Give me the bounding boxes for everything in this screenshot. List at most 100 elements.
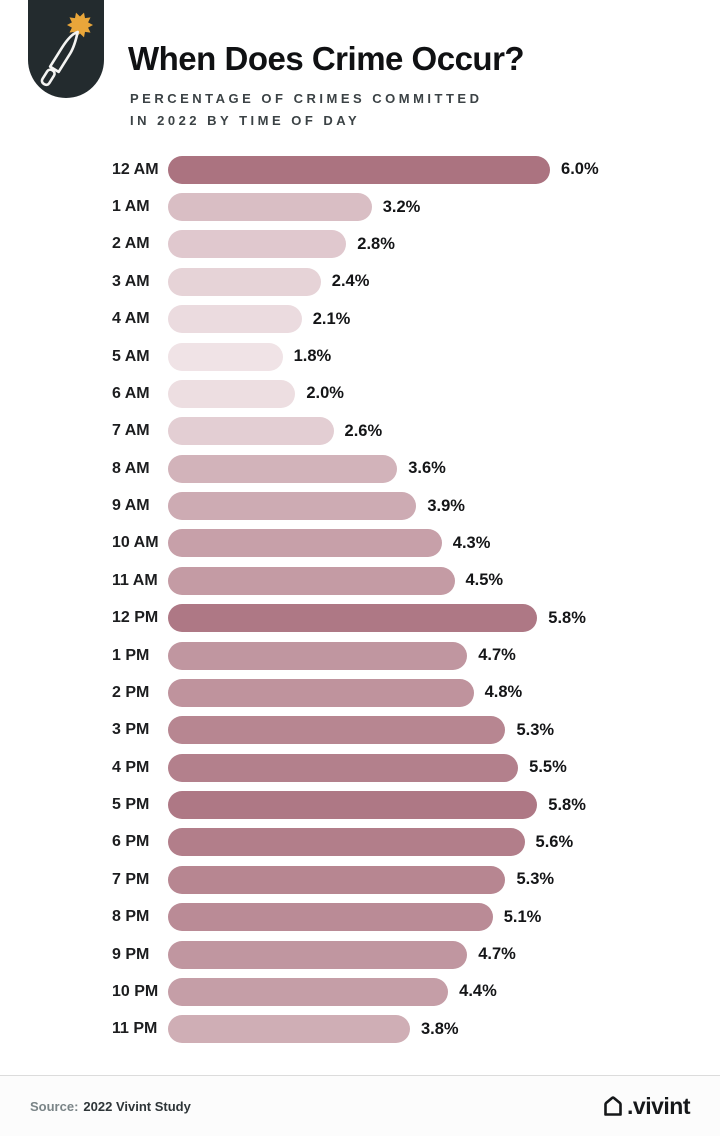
chart-row: 1 PM 4.7% bbox=[112, 637, 720, 674]
time-label: 3 PM bbox=[112, 721, 150, 739]
value-label: 5.6% bbox=[535, 832, 574, 851]
chart-row: 1 AM 3.2% bbox=[112, 188, 720, 225]
value-label: 5.1% bbox=[503, 907, 542, 926]
time-label: 4 PM bbox=[112, 758, 150, 776]
time-label: 3 AM bbox=[112, 272, 150, 290]
chart-row: 3 AM 2.4% bbox=[112, 263, 720, 300]
chart-row: 9 PM 4.7% bbox=[112, 936, 720, 973]
time-label: 9 AM bbox=[112, 497, 150, 515]
value-label: 3.8% bbox=[420, 1019, 459, 1038]
source-label: Source: bbox=[30, 1098, 79, 1114]
time-label: 4 AM bbox=[112, 310, 150, 328]
bar-7am bbox=[168, 417, 334, 446]
bar-11am bbox=[168, 566, 455, 595]
chart-row: 7 AM 2.6% bbox=[112, 413, 720, 450]
value-label: 3.6% bbox=[408, 459, 446, 478]
footer: Source: 2022 Vivint Study .vivint bbox=[0, 1075, 720, 1136]
bar-7pm bbox=[168, 865, 506, 894]
value-label: 2.4% bbox=[331, 272, 370, 291]
bar-11pm bbox=[168, 1015, 410, 1044]
time-label: 5 PM bbox=[112, 796, 150, 814]
chart-subtitle: PERCENTAGE OF CRIMES COMMITTED IN 2022 B… bbox=[130, 88, 482, 132]
knife-badge bbox=[28, 0, 104, 98]
page-title: When Does Crime Occur? bbox=[128, 40, 525, 77]
bar-1am bbox=[168, 193, 372, 222]
chart-row: 4 AM 2.1% bbox=[112, 301, 720, 338]
time-label: 1 PM bbox=[112, 646, 150, 664]
chart-row: 4 PM 5.5% bbox=[112, 749, 720, 786]
bar-6pm bbox=[168, 828, 525, 857]
chart-row: 11 AM 4.5% bbox=[112, 562, 720, 599]
bar-2pm bbox=[168, 678, 474, 707]
bar-9am bbox=[168, 492, 417, 521]
bar-3pm bbox=[168, 716, 506, 745]
chart-row: 8 AM 3.6% bbox=[112, 450, 720, 487]
bar-6am bbox=[168, 379, 296, 408]
time-label: 2 PM bbox=[112, 683, 150, 701]
value-label: 4.5% bbox=[465, 571, 504, 590]
bar-10am bbox=[168, 529, 442, 558]
subtitle-line-2: IN 2022 BY TIME OF DAY bbox=[130, 113, 361, 128]
time-label: 8 PM bbox=[112, 908, 150, 926]
value-label: 5.3% bbox=[516, 720, 555, 739]
brand-wordmark: .vivint bbox=[627, 1093, 690, 1119]
bar-9pm bbox=[168, 940, 468, 969]
value-label: 3.9% bbox=[427, 496, 465, 515]
hourly-crime-bar-chart: 12 AM 6.0% 1 AM 3.2% 2 AM 2.8% 3 AM 2.4% 4 AM 2.1… bbox=[112, 151, 720, 1048]
time-label: 10 PM bbox=[112, 982, 159, 1000]
time-label: 2 AM bbox=[112, 235, 150, 253]
bar-3am bbox=[168, 267, 321, 296]
value-label: 2.0% bbox=[306, 384, 344, 403]
chart-row: 12 PM 5.8% bbox=[112, 600, 720, 637]
chart-row: 10 AM 4.3% bbox=[112, 525, 720, 562]
bar-8am bbox=[168, 454, 398, 483]
house-icon bbox=[604, 1096, 622, 1116]
chart-row: 2 PM 4.8% bbox=[112, 674, 720, 711]
knife-icon bbox=[40, 12, 93, 87]
chart-row: 5 AM 1.8% bbox=[112, 338, 720, 375]
chart-row: 11 PM 3.8% bbox=[112, 1011, 720, 1048]
time-label: 5 AM bbox=[112, 347, 150, 365]
value-label: 6.0% bbox=[561, 160, 599, 179]
chart-row: 9 AM 3.9% bbox=[112, 487, 720, 524]
time-label: 12 AM bbox=[112, 160, 159, 178]
starburst-icon bbox=[67, 12, 93, 38]
time-label: 11 PM bbox=[112, 1020, 158, 1038]
bar-4pm bbox=[168, 753, 519, 782]
chart-row: 10 PM 4.4% bbox=[112, 973, 720, 1010]
value-label: 5.5% bbox=[529, 758, 567, 777]
chart-row: 12 AM 6.0% bbox=[112, 151, 720, 188]
value-label: 2.6% bbox=[344, 421, 383, 440]
value-label: 4.7% bbox=[478, 646, 516, 665]
bar-12am bbox=[168, 155, 551, 184]
vivint-logo: .vivint bbox=[601, 1094, 690, 1118]
chart-row: 6 AM 2.0% bbox=[112, 375, 720, 412]
source-text: 2022 Vivint Study bbox=[83, 1098, 191, 1114]
bar-1pm bbox=[168, 641, 468, 670]
bar-12pm bbox=[168, 604, 538, 633]
value-label: 4.4% bbox=[459, 982, 497, 1001]
value-label: 4.8% bbox=[484, 683, 523, 702]
bar-2am bbox=[168, 230, 347, 259]
time-label: 12 PM bbox=[112, 609, 159, 627]
time-label: 6 AM bbox=[112, 384, 150, 402]
time-label: 9 PM bbox=[112, 945, 150, 963]
value-label: 1.8% bbox=[293, 347, 332, 366]
time-label: 8 AM bbox=[112, 459, 150, 477]
subtitle-line-1: PERCENTAGE OF CRIMES COMMITTED bbox=[130, 91, 483, 106]
value-label: 5.8% bbox=[548, 795, 586, 814]
chart-row: 3 PM 5.3% bbox=[112, 712, 720, 749]
time-label: 11 AM bbox=[112, 571, 158, 589]
value-label: 4.7% bbox=[478, 945, 516, 964]
chart-row: 2 AM 2.8% bbox=[112, 226, 720, 263]
bar-5pm bbox=[168, 791, 538, 820]
chart-row: 8 PM 5.1% bbox=[112, 899, 720, 936]
value-label: 5.8% bbox=[548, 608, 586, 627]
value-label: 2.8% bbox=[357, 234, 395, 253]
bar-10pm bbox=[168, 977, 449, 1006]
time-label: 1 AM bbox=[112, 198, 150, 216]
time-label: 10 AM bbox=[112, 534, 159, 552]
value-label: 2.1% bbox=[312, 309, 351, 328]
time-label: 7 PM bbox=[112, 870, 150, 888]
